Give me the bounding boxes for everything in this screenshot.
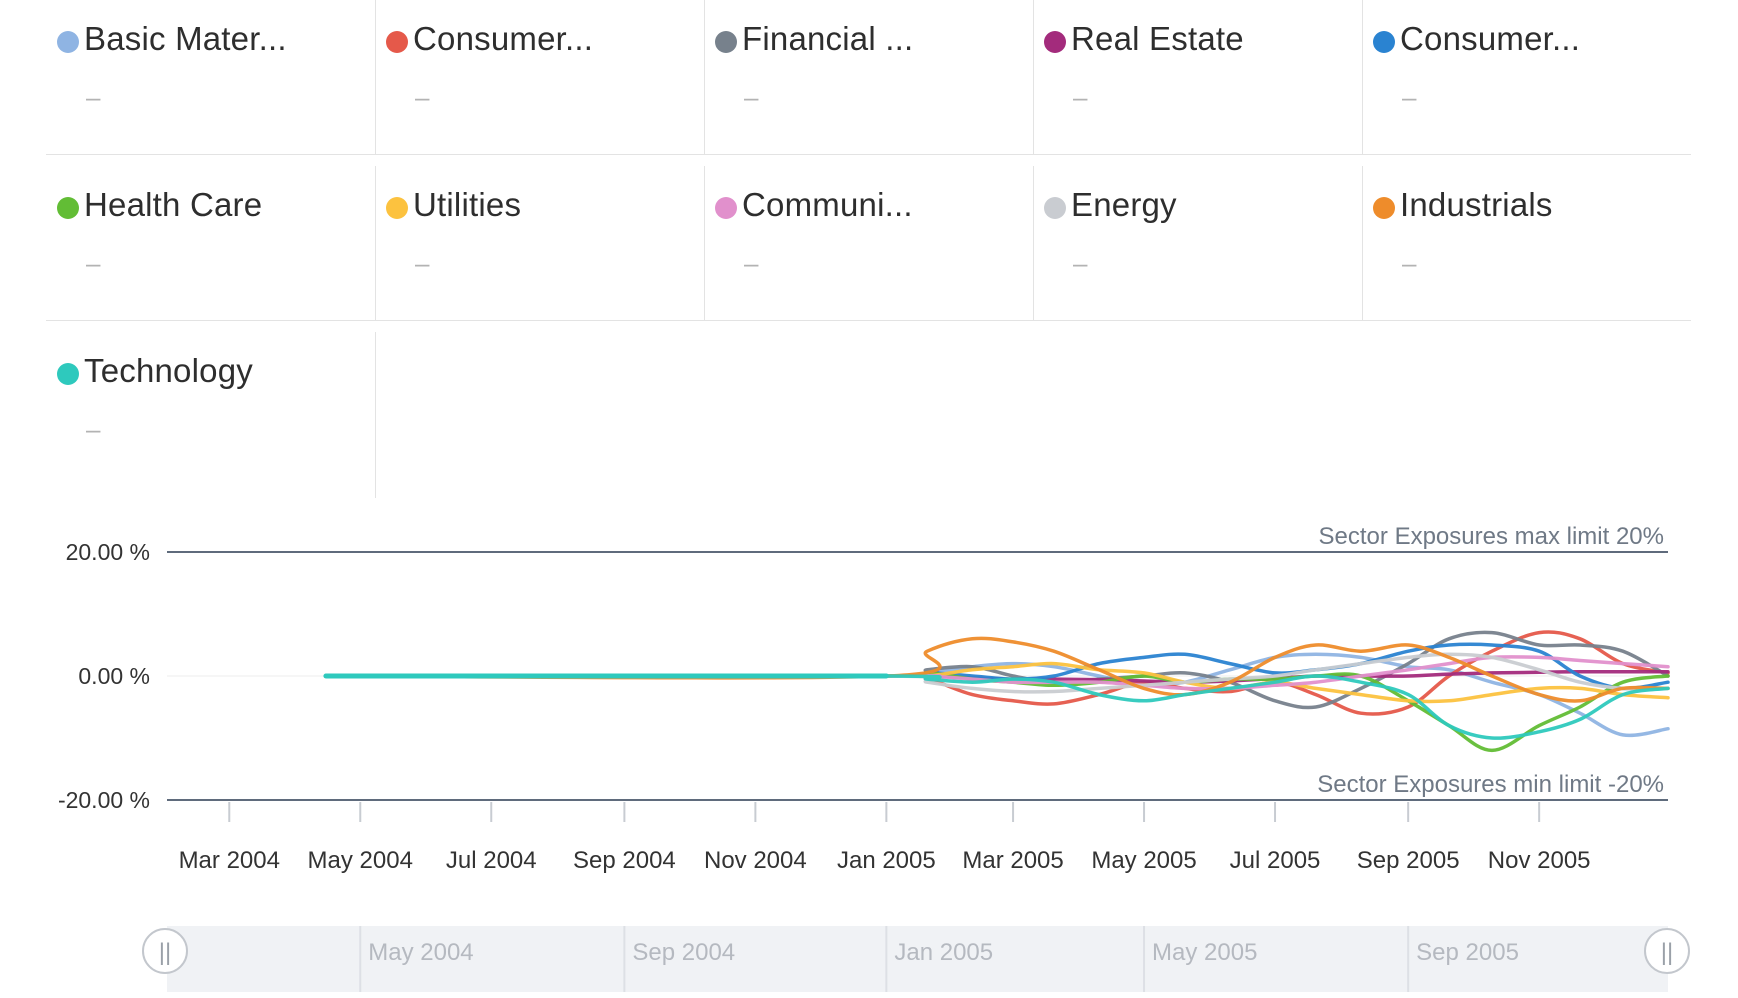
legend-color-dot [715, 197, 737, 219]
legend-item[interactable]: Communi... – [704, 166, 1033, 332]
navigator-label: Sep 2005 [1416, 939, 1519, 966]
navigator-handle-left[interactable]: || [142, 928, 188, 974]
navigator-label: Sep 2004 [632, 939, 735, 966]
navigator-handle-right[interactable]: || [1644, 928, 1690, 974]
legend-col-divider [1033, 0, 1034, 154]
legend-item[interactable]: Consumer... – [1362, 0, 1691, 166]
limit-label: Sector Exposures min limit -20% [1317, 771, 1664, 798]
legend-label: Industrials [1400, 186, 1553, 223]
x-tick-label: Jan 2005 [837, 847, 936, 874]
legend-color-dot [715, 31, 737, 53]
series-layer [323, 630, 1670, 753]
legend-col-divider [704, 0, 705, 154]
legend-item[interactable]: Industrials – [1362, 166, 1691, 332]
y-tick-label: 0.00 % [78, 663, 150, 689]
legend-color-dot [57, 197, 79, 219]
x-tick-label: Sep 2005 [1357, 847, 1460, 874]
legend-color-dot [386, 197, 408, 219]
navigator-handle-grip-icon: || [1661, 939, 1673, 966]
legend-label: Utilities [413, 186, 522, 223]
legend-value: – [744, 248, 759, 278]
x-tick-label: May 2005 [1091, 847, 1196, 874]
legend-color-dot [1044, 31, 1066, 53]
navigator-track [167, 926, 1668, 992]
legend-label: Basic Mater... [84, 20, 287, 57]
x-tick-label: Nov 2004 [704, 847, 807, 874]
x-tick-label: May 2004 [308, 847, 413, 874]
legend-item[interactable]: Health Care – [46, 166, 375, 332]
x-tick-label: Jul 2004 [446, 847, 537, 874]
legend-label: Technology [84, 352, 253, 389]
x-tick-label: Nov 2005 [1488, 847, 1591, 874]
legend-color-dot [57, 363, 79, 385]
legend-row-divider [46, 320, 1691, 321]
navigator-label: Jan 2005 [894, 939, 993, 966]
series-line [324, 674, 1670, 740]
y-tick-label: 20.00 % [66, 539, 150, 565]
legend-col-divider [1033, 166, 1034, 320]
legend-item[interactable]: Utilities – [375, 166, 704, 332]
legend-value: – [1073, 82, 1088, 112]
legend-color-dot [1373, 197, 1395, 219]
legend-value: – [1073, 248, 1088, 278]
legend-label: Financial ... [742, 20, 914, 57]
legend-col-divider [1362, 166, 1363, 320]
legend-item[interactable]: Technology – [46, 332, 375, 498]
legend-label: Energy [1071, 186, 1177, 223]
legend-col-divider [375, 332, 376, 498]
legend-col-divider [375, 166, 376, 320]
legend-label: Consumer... [1400, 20, 1581, 57]
legend-value: – [744, 82, 759, 112]
navigator-handle-circle [142, 928, 188, 974]
y-tick-label: -20.00 % [58, 787, 150, 813]
legend-value: – [86, 414, 101, 444]
legend-item[interactable]: Real Estate – [1033, 0, 1362, 166]
legend-col-divider [375, 0, 376, 154]
legend-value: – [1402, 248, 1417, 278]
legend-value: – [86, 248, 101, 278]
navigator-label: May 2004 [368, 939, 473, 966]
legend-col-divider [704, 166, 705, 320]
legend-item[interactable]: Financial ... – [704, 0, 1033, 166]
legend-value: – [415, 82, 430, 112]
grid-layer: Sector Exposures max limit 20% Sector Exp… [167, 523, 1668, 801]
x-tick-label: Sep 2004 [573, 847, 676, 874]
navigator-label: May 2005 [1152, 939, 1257, 966]
legend-color-dot [1373, 31, 1395, 53]
legend-color-dot [1044, 197, 1066, 219]
legend-col-divider [1362, 0, 1363, 154]
legend-value: – [415, 248, 430, 278]
legend-color-dot [386, 31, 408, 53]
navigator-handle-grip-icon: || [159, 939, 171, 966]
legend-row-divider [46, 154, 1691, 155]
navigator-handle-circle [1644, 928, 1690, 974]
x-tick-label: Mar 2005 [962, 847, 1063, 874]
legend-label: Health Care [84, 186, 263, 223]
legend-label: Communi... [742, 186, 913, 223]
legend-color-dot [57, 31, 79, 53]
legend-label: Consumer... [413, 20, 594, 57]
legend-value: – [86, 82, 101, 112]
legend-item[interactable]: Energy – [1033, 166, 1362, 332]
limit-label: Sector Exposures max limit 20% [1319, 523, 1664, 550]
legend-label: Real Estate [1071, 20, 1244, 57]
range-navigator[interactable]: May 2004 Sep 2004 Jan 2005 May 2005 Sep 2005… [142, 926, 1690, 992]
legend-value: – [1402, 82, 1417, 112]
axis-layer: 20.00 % 0.00 % -20.00 % Mar 2004 May 2004 Jul… [58, 539, 1591, 874]
x-tick-label: Jul 2005 [1230, 847, 1321, 874]
legend-item[interactable]: Consumer... – [375, 0, 704, 166]
series-line [324, 671, 1670, 753]
x-tick-label: Mar 2004 [179, 847, 280, 874]
legend-item[interactable]: Basic Mater... – [46, 0, 375, 166]
